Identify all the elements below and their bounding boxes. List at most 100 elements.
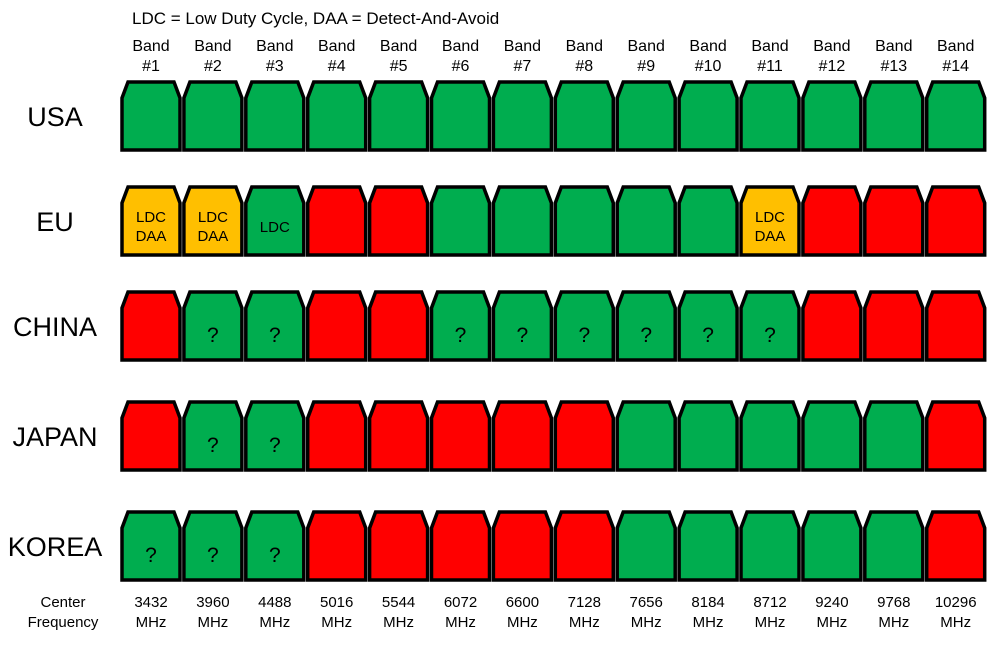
band-cell-prohibited (305, 400, 368, 472)
frequency-value: 6072 (444, 594, 477, 611)
band-header-line2: #5 (390, 58, 408, 75)
band-header-line2: #2 (204, 58, 222, 75)
unknown-marker: ? (455, 324, 467, 347)
band-cell-allowed (615, 80, 677, 152)
band-header-line1: Band (813, 38, 850, 55)
frequency-value: 7656 (630, 594, 663, 611)
band-header-line2: #11 (757, 58, 783, 75)
band-cell-conditional (739, 185, 801, 257)
unknown-marker: ? (269, 324, 281, 347)
band-cell-prohibited (120, 290, 182, 362)
frequency-unit: MHz (136, 614, 167, 631)
frequency-value: 6600 (506, 594, 539, 611)
frequency-unit: MHz (321, 614, 352, 631)
band-cell-allowed (305, 80, 368, 152)
band-cell-prohibited (553, 510, 616, 582)
frequency-unit: MHz (445, 614, 476, 631)
band-cell-allowed (739, 400, 801, 472)
band-header-line2: #1 (142, 58, 160, 75)
band-cell-allowed (801, 510, 863, 582)
frequency-value: 3432 (134, 594, 167, 611)
band-cell-allowed (553, 185, 616, 257)
band-cell-prohibited (305, 185, 368, 257)
band-header-line2: #6 (452, 58, 470, 75)
band-cell-allowed (924, 80, 987, 152)
band-cell-allowed (863, 510, 925, 582)
region-label: CHINA (13, 312, 97, 342)
band-cell-prohibited (429, 510, 492, 582)
band-cell-allowed (182, 80, 244, 152)
unknown-marker: ? (640, 324, 652, 347)
band-header-line2: #14 (942, 58, 969, 75)
band-cell-allowed (491, 185, 554, 257)
band-cell-prohibited (924, 510, 987, 582)
band-header-line2: #4 (328, 58, 346, 75)
band-cell-allowed (244, 185, 306, 257)
band-cell-allowed (244, 400, 306, 472)
band-cell-allowed (244, 80, 306, 152)
band-cell-allowed (182, 290, 244, 362)
band-cell-prohibited (367, 400, 430, 472)
band-header-line1: Band (132, 38, 169, 55)
band-header-line1: Band (380, 38, 417, 55)
frequency-value: 7128 (568, 594, 601, 611)
band-cell-allowed (801, 400, 863, 472)
band-cell-allowed (739, 510, 801, 582)
frequency-value: 5016 (320, 594, 353, 611)
band-header-line1: Band (442, 38, 479, 55)
band-cell-allowed (120, 510, 182, 582)
band-cell-prohibited (120, 400, 182, 472)
band-cell-allowed (739, 80, 801, 152)
band-header-line1: Band (689, 38, 726, 55)
unknown-marker: ? (269, 544, 281, 567)
frequency-value: 8712 (753, 594, 786, 611)
frequency-unit: MHz (693, 614, 724, 631)
band-header-line2: #7 (514, 58, 532, 75)
cell-label-line1: LDC (755, 209, 785, 226)
band-cell-allowed (491, 80, 554, 152)
band-cell-conditional (120, 185, 182, 257)
band-header-line2: #9 (637, 58, 655, 75)
band-header-line2: #3 (266, 58, 284, 75)
band-cell-prohibited (801, 185, 863, 257)
band-header-line1: Band (628, 38, 665, 55)
band-cell-prohibited (367, 510, 430, 582)
frequency-unit: MHz (631, 614, 662, 631)
region-label: EU (36, 207, 74, 237)
band-header-line1: Band (318, 38, 355, 55)
band-cell-allowed (801, 80, 863, 152)
band-header-line1: Band (504, 38, 541, 55)
band-cell-allowed (553, 80, 616, 152)
unknown-marker: ? (269, 434, 281, 457)
band-cell-prohibited (863, 290, 925, 362)
frequency-value: 9768 (877, 594, 910, 611)
frequency-value: 4488 (258, 594, 291, 611)
cell-label-line1: LDC (198, 209, 228, 226)
band-header-line2: #13 (880, 58, 907, 75)
band-cell-allowed (367, 80, 430, 152)
frequency-unit: MHz (569, 614, 600, 631)
frequency-unit: MHz (383, 614, 414, 631)
band-cell-allowed (677, 510, 739, 582)
band-cell-allowed (244, 290, 306, 362)
unknown-marker: ? (517, 324, 529, 347)
legend-text: LDC = Low Duty Cycle, DAA = Detect-And-A… (132, 9, 500, 28)
band-header-line1: Band (937, 38, 974, 55)
band-header-line2: #10 (695, 58, 722, 75)
frequency-value: 10296 (935, 594, 977, 611)
frequency-value: 8184 (691, 594, 724, 611)
frequency-unit: MHz (878, 614, 909, 631)
unknown-marker: ? (207, 324, 219, 347)
frequency-value: 9240 (815, 594, 848, 611)
band-cell-allowed (677, 400, 739, 472)
frequency-value: 3960 (196, 594, 229, 611)
band-cell-conditional (182, 185, 244, 257)
band-header-line1: Band (875, 38, 912, 55)
cell-label-line1: LDC (136, 209, 166, 226)
unknown-marker: ? (207, 434, 219, 457)
band-cell-prohibited (367, 290, 430, 362)
cell-label-line2: DAA (197, 228, 228, 245)
band-cell-allowed (182, 510, 244, 582)
frequency-unit: MHz (755, 614, 786, 631)
band-cell-allowed (429, 80, 492, 152)
